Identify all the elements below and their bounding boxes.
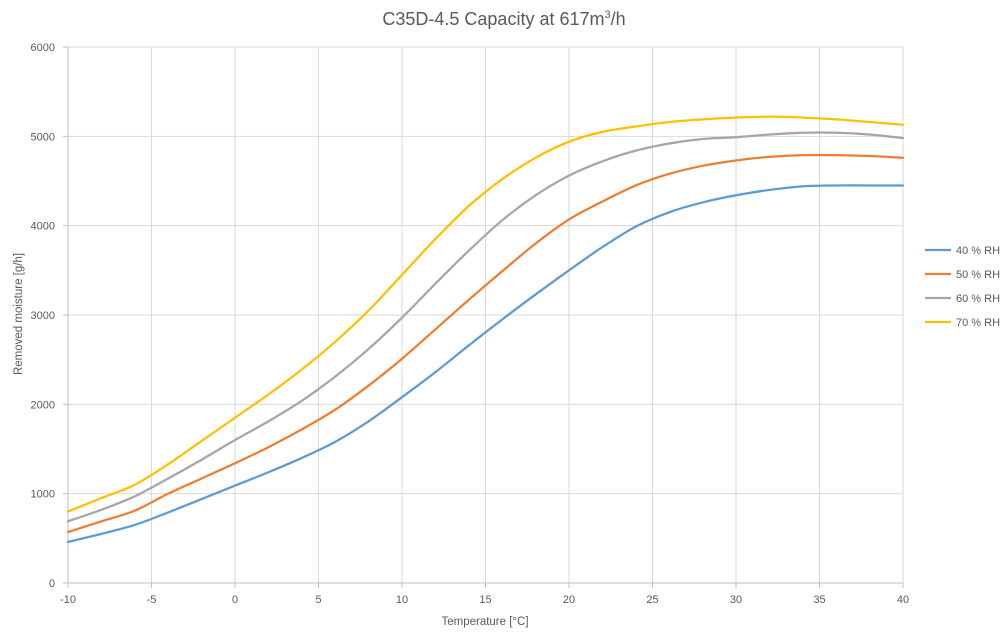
y-tick-label: 4000 — [31, 221, 55, 233]
x-tick-label: 30 — [730, 594, 742, 606]
x-tick-label: 10 — [396, 594, 408, 606]
legend: 40 % RH 50 % RH 60 % RH 70 % RH — [925, 245, 1000, 329]
chart-title-main: C35D-4.5 Capacity at 617m — [382, 9, 604, 29]
x-tick-label: -10 — [60, 594, 76, 606]
x-tick-label: 25 — [646, 594, 658, 606]
x-tick-label: -5 — [147, 594, 157, 606]
tick-labels: -10 -5 0 5 10 15 20 25 30 35 40 0 1000 2000 3000 4000 50… — [31, 42, 910, 606]
x-tick-label: 0 — [232, 594, 238, 606]
series-line-50-rh — [66, 153, 905, 534]
y-tick-label: 6000 — [31, 42, 55, 54]
y-tick-label: 5000 — [31, 131, 55, 143]
y-tick-label: 1000 — [31, 489, 55, 501]
legend-label-40-rh: 40 % RH — [956, 245, 1000, 257]
series-lines — [66, 115, 905, 544]
x-tick-label: 35 — [813, 594, 825, 606]
series-line-70-rh — [66, 115, 905, 513]
y-tick-label: 2000 — [31, 399, 55, 411]
y-tick-label: 3000 — [31, 310, 55, 322]
x-tick-label: 15 — [479, 594, 491, 606]
x-axis-label: Temperature [°C] — [441, 616, 528, 628]
x-tick-label: 40 — [897, 594, 909, 606]
x-tick-label: 20 — [563, 594, 575, 606]
x-tick-label: 5 — [315, 594, 321, 606]
legend-label-50-rh: 50 % RH — [956, 269, 1000, 281]
chart-title-superscript: 3 — [604, 9, 610, 21]
axes — [63, 46, 904, 588]
y-axis-label: Removed moisture [g/h] — [13, 253, 25, 375]
legend-label-70-rh: 70 % RH — [956, 317, 1000, 329]
legend-label-60-rh: 60 % RH — [956, 293, 1000, 305]
chart-title-end: /h — [611, 9, 626, 29]
series-line-40-rh — [66, 184, 905, 544]
y-tick-label: 0 — [49, 578, 55, 590]
series-line-60-rh — [66, 131, 905, 523]
chart-title: C35D-4.5 Capacity at 617m3/h — [382, 9, 625, 29]
